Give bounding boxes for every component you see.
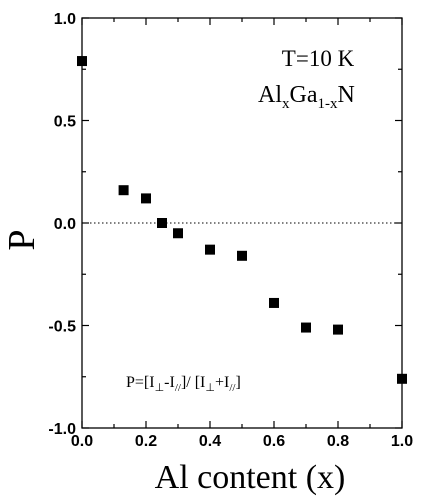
definition-part-1: P=[I	[126, 374, 155, 391]
x-tick-label: 0.4	[199, 433, 221, 450]
formula-sub-x: x	[282, 96, 290, 112]
definition-sub-perp-1: ⊥	[155, 382, 165, 394]
formula-annotation: AlxGa1-xN	[258, 82, 355, 112]
y-tick-label: -1.0	[48, 421, 76, 438]
y-tick-label: -0.5	[48, 319, 76, 336]
formula-base-n: N	[337, 82, 354, 108]
y-tick-label: 1.0	[54, 11, 76, 28]
y-axis-title: P	[1, 229, 43, 250]
data-point	[333, 324, 343, 335]
data-markers	[77, 56, 407, 384]
data-point	[269, 297, 279, 308]
data-point	[301, 322, 311, 333]
data-point	[141, 193, 151, 204]
x-axis-title: Al content (x)	[155, 459, 346, 496]
data-point	[118, 185, 129, 196]
formula-base-al: Al	[258, 82, 282, 108]
definition-sub-par-1: //	[175, 382, 182, 394]
formula-sub-1-x: 1-x	[317, 96, 337, 112]
definition-annotation: P=[I⊥-I//]/ [I⊥+I//]	[126, 374, 241, 394]
x-tick-label: 1.0	[391, 433, 413, 450]
data-point	[397, 373, 407, 384]
formula-base-ga: Ga	[290, 82, 318, 108]
x-tick-label: 0.6	[263, 433, 285, 450]
data-point	[205, 244, 215, 255]
data-point	[77, 56, 87, 67]
definition-sub-perp-2: ⊥	[205, 382, 215, 394]
data-point	[157, 218, 167, 228]
y-tick-label: 0.0	[54, 216, 76, 233]
definition-part-4: +I	[215, 374, 229, 391]
definition-part-5: ]	[235, 374, 240, 391]
definition-part-3: ]/ [I	[181, 374, 205, 391]
axis-ticks	[81, 17, 403, 429]
x-tick-label: 0.2	[135, 433, 157, 450]
data-point	[237, 250, 247, 261]
x-tick-label: 0.8	[327, 433, 349, 450]
definition-sub-par-2: //	[229, 382, 236, 394]
data-point	[173, 228, 183, 239]
x-tick-label: 0.0	[71, 433, 93, 450]
tick-labels: 0.0 0.2 0.4 0.6 0.8 1.0 1.0 0.5 0.0 -0.5 -1.0	[48, 11, 413, 450]
definition-part-2: -I	[164, 374, 175, 391]
temperature-annotation: T=10 K	[282, 46, 355, 71]
y-tick-label: 0.5	[54, 114, 76, 131]
